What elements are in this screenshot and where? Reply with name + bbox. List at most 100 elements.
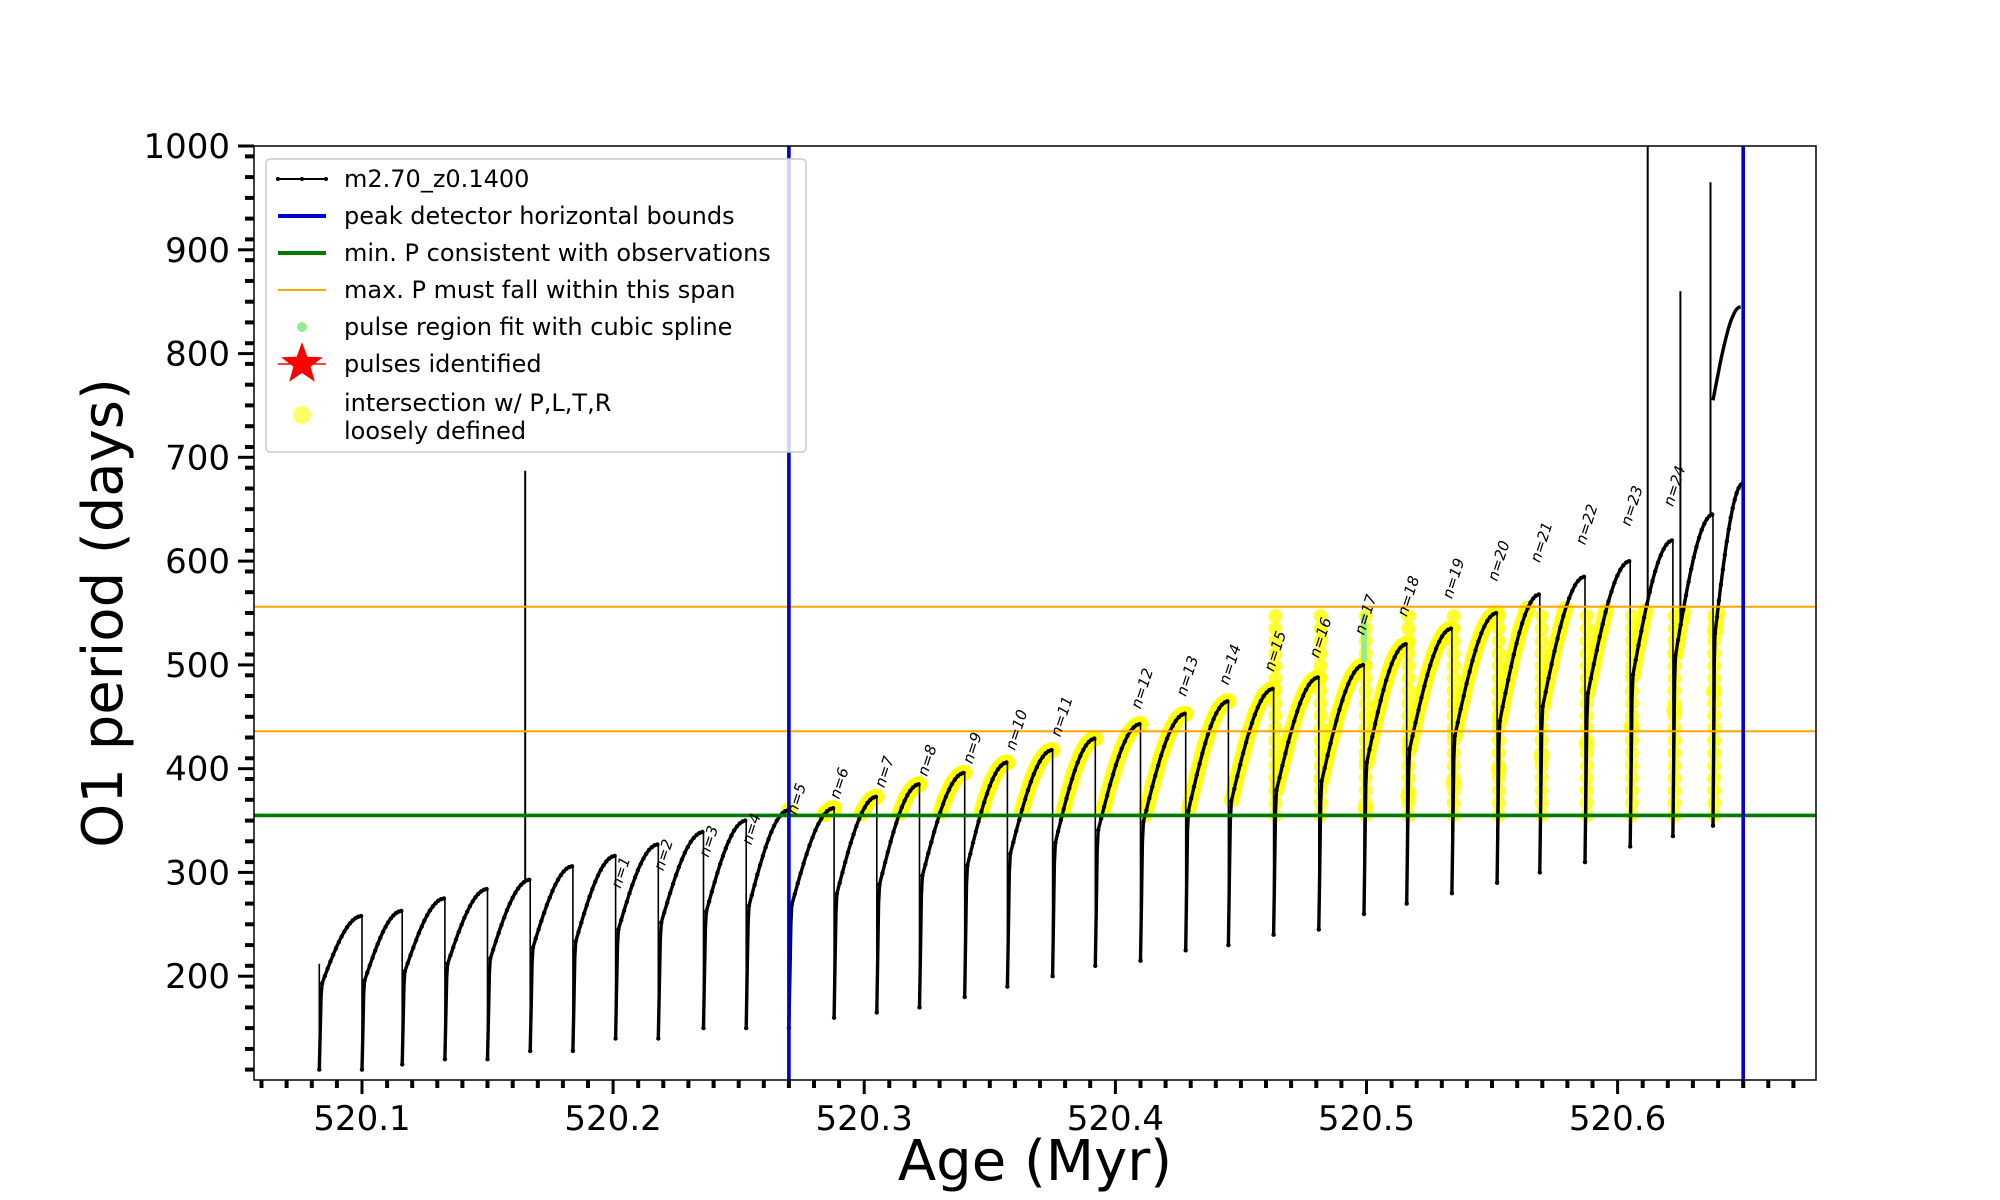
model-cycle-line [1050, 736, 1096, 977]
model-cycle-line [1184, 699, 1229, 951]
model-cycle-line [1538, 575, 1586, 873]
model-series-m2.70_z0.1400 [317, 146, 1745, 1072]
y-tick-label: 800 [165, 335, 230, 375]
intersection-point [1446, 671, 1461, 686]
legend-swatch [297, 322, 307, 332]
intersection-point [1534, 646, 1549, 661]
intersection-point [1268, 671, 1283, 686]
model-cycle-line [1711, 305, 1741, 401]
intersection-point [1313, 708, 1328, 723]
intersection-point [1358, 721, 1373, 736]
model-cycle-line [1711, 481, 1744, 826]
intersection-point [1446, 683, 1461, 698]
intersection-point [1358, 683, 1373, 698]
model-cycle-line [875, 782, 920, 1013]
intersection-point [1313, 646, 1328, 661]
y-axis: 200 300 400 500 600 700 800 900 1000 [143, 127, 254, 1072]
intersection-point [1313, 733, 1328, 748]
intersection-point [1268, 708, 1283, 723]
intersection-point [1401, 671, 1416, 686]
intersection-point [1534, 621, 1549, 636]
intersection-point [1446, 621, 1461, 636]
intersection-point [1446, 658, 1461, 673]
legend-label: max. P must fall within this span [344, 276, 735, 304]
intersection-point [1268, 721, 1283, 736]
legend-entry: min. P consistent with observations [278, 239, 771, 267]
intersection-point [1534, 671, 1549, 686]
intersection-point [1268, 634, 1283, 648]
model-cycle-line [485, 878, 531, 1060]
model-cycle-line [1583, 559, 1631, 863]
intersection-point [1401, 658, 1416, 673]
legend-label: intersection w/ P,L,T,R [344, 389, 611, 417]
intersection-point [1313, 721, 1328, 736]
axis-layer: 520.1 520.2 520.3 520.4 520.5 520.6 200 300 400 5… [143, 127, 1796, 1139]
y-tick-label: 400 [165, 750, 230, 790]
intersection-point [1534, 609, 1549, 624]
intersection-point [1313, 746, 1328, 761]
legend-swatch-point [300, 177, 304, 181]
intersection-point [1624, 621, 1639, 636]
legend-entry: max. P must fall within this span [278, 276, 735, 304]
model-cycle-line [1271, 675, 1319, 935]
intersection-point [1534, 658, 1549, 673]
legend-label: peak detector horizontal bounds [344, 202, 735, 230]
intersection-point [1446, 609, 1461, 624]
intersection-point [1313, 696, 1328, 711]
intersection-point [1358, 671, 1373, 686]
intersection-point [1268, 658, 1283, 673]
y-tick-label: 300 [165, 853, 230, 893]
model-cycle-line [1405, 626, 1452, 904]
legend-label: m2.70_z0.1400 [344, 165, 529, 193]
x-tick-label: 520.3 [816, 1099, 913, 1139]
x-tick-label: 520.5 [1318, 1099, 1415, 1139]
x-tick-label: 520.2 [564, 1099, 661, 1139]
model-cycle-line [787, 806, 835, 1029]
model-cycle-line [317, 914, 363, 1070]
model-cycle-line [1495, 592, 1540, 883]
intersection-point [1358, 658, 1373, 673]
model-cycle-line [832, 795, 877, 1018]
intersection-point [1401, 646, 1416, 661]
intersection-point [1268, 609, 1283, 624]
intersection-point [1446, 646, 1461, 661]
model-cycle-line [963, 760, 1008, 998]
model-cycle-line [400, 896, 445, 1065]
legend-swatch-point [276, 177, 280, 181]
intersection-point [1491, 683, 1506, 698]
y-tick-label: 900 [165, 231, 230, 271]
legend-label: min. P consistent with observations [344, 239, 771, 267]
intersection-point [1491, 634, 1506, 648]
legend-entry: peak detector horizontal bounds [278, 202, 735, 230]
intersection-point [1401, 621, 1416, 636]
legend-label: pulse region fit with cubic spline [344, 313, 732, 341]
legend-label: pulses identified [344, 350, 542, 378]
intersection-point [1579, 621, 1594, 636]
model-cycle-line [1317, 663, 1365, 930]
y-tick-label: 700 [165, 438, 230, 478]
legend-entry: pulse region fit with cubic spline [297, 313, 732, 341]
spline-fit-series [1361, 613, 1367, 663]
x-tick-label: 520.4 [1067, 1099, 1164, 1139]
y-tick-label: 600 [165, 542, 230, 582]
intersection-point [1268, 621, 1283, 636]
model-cycle-line [1226, 687, 1274, 946]
intersection-point [1491, 658, 1506, 673]
intersection-point [1446, 634, 1461, 648]
model-cycle-line [528, 864, 574, 1051]
intersection-point [1491, 646, 1506, 661]
model-cycle-line [1628, 538, 1673, 847]
intersection-point [1579, 609, 1594, 624]
intersection-point [1313, 634, 1328, 648]
intersection-point [1268, 696, 1283, 711]
model-cycle-line [701, 818, 747, 1029]
intersection-point [1624, 634, 1639, 648]
legend-swatch [293, 406, 311, 424]
intersection-point [1313, 621, 1328, 636]
intersection-point [1579, 634, 1594, 648]
model-cycle-line [1362, 642, 1407, 915]
intersection-point [1313, 671, 1328, 686]
intersection-point [1401, 683, 1416, 698]
data-layer [254, 146, 1816, 1080]
